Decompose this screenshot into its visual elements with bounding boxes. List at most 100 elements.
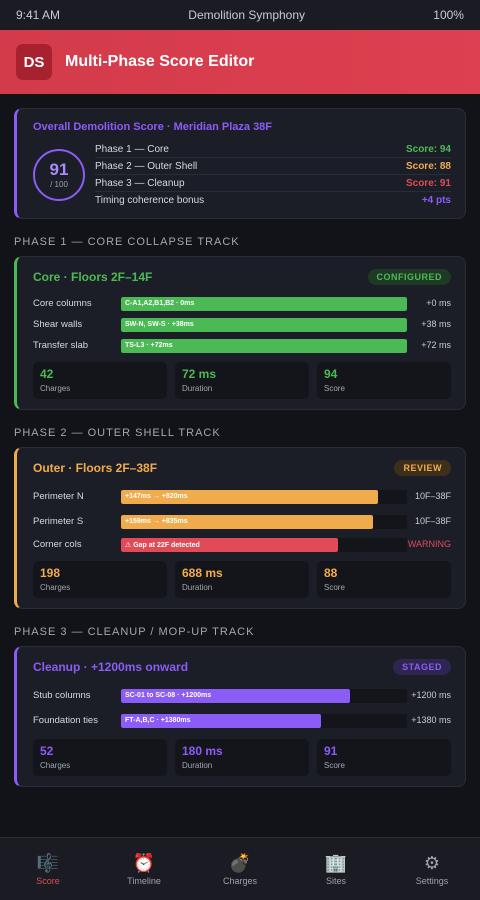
overall-breakdown-row: Timing coherence bonus +4 pts [95, 192, 451, 209]
track-row[interactable]: Perimeter N +147ms → +820ms 10F–38F [33, 484, 451, 509]
stat-label: Score [324, 583, 345, 592]
stat-value: 94 [324, 367, 338, 381]
track-bar-fill: TS-L3 · +72ms [121, 338, 407, 353]
track-label: Shear walls [33, 319, 83, 330]
phase-section-label: PHASE 2 — OUTER SHELL TRACK [14, 427, 221, 439]
track-bar[interactable]: SW-N, SW-S · +38ms [121, 317, 407, 332]
breakdown-value: Score: 91 [405, 177, 451, 189]
track-bar-fill: FT-A,B,C · +1380ms [121, 713, 322, 728]
track-bar-fill: ⚠ Gap at 22F detected [121, 537, 339, 552]
status-time: 9:41 AM [16, 8, 61, 22]
track-bar[interactable]: SC-01 to SC-08 · +1200ms [121, 688, 407, 703]
stat-tile: 72 ms Duration [175, 362, 309, 399]
breakdown-value: Score: 94 [405, 143, 451, 155]
phase-card-header: Cleanup · +1200ms onward STAGED [33, 659, 451, 675]
track-bar[interactable]: ⚠ Gap at 22F detected [121, 537, 407, 552]
track-offset: +0 ms [426, 298, 451, 308]
stat-tile: 42 Charges [33, 362, 167, 399]
stat-label: Score [324, 384, 345, 393]
stat-label: Charges [40, 384, 71, 393]
track-row[interactable]: Foundation ties FT-A,B,C · +1380ms +1380 m… [33, 708, 451, 733]
app-title: Multi-Phase Score Editor [65, 53, 255, 70]
stat-label: Charges [40, 583, 71, 592]
stat-value: 88 [324, 566, 338, 580]
track-label: Stub columns [33, 690, 91, 701]
track-bar-fill: SW-N, SW-S · +38ms [121, 317, 407, 332]
stat-label: Duration [182, 384, 213, 393]
track-offset: +1200 ms [411, 690, 451, 700]
bottom-tab-bar: 🎼 Score ⏰ Timeline 💣 Charges 🏢 Sites ⚙ Settings [0, 837, 480, 900]
tab-sites[interactable]: 🏢 Sites [288, 838, 384, 900]
app-logo: DS [16, 44, 52, 80]
track-row[interactable]: Core columns C-A1,A2,B1,B2 · 0ms +0 ms [33, 293, 451, 314]
breakdown-label: Timing coherence bonus [95, 195, 205, 206]
stat-tile: 198 Charges [33, 561, 167, 598]
track-bar[interactable]: TS-L3 · +72ms [121, 338, 407, 353]
track-row[interactable]: Corner cols ⚠ Gap at 22F detected WARNING [33, 534, 451, 555]
status-bar: 9:41 AM Demolition Symphony 100% [0, 0, 480, 30]
tab-settings[interactable]: ⚙ Settings [384, 838, 480, 900]
phase-3-card[interactable]: Cleanup · +1200ms onward STAGED Stub colum… [14, 646, 466, 787]
track-offset: WARNING [407, 539, 451, 549]
track-offset: +72 ms [421, 340, 451, 350]
stat-value: 91 [324, 744, 338, 758]
track-label: Transfer slab [33, 340, 89, 351]
phase-title: Core · Floors 2F–14F [33, 270, 153, 284]
track-bar[interactable]: +159ms → +835ms [121, 514, 407, 529]
tab-label: Sites [325, 875, 346, 886]
score-icon: 🎼 [36, 852, 60, 873]
phase-section-label: PHASE 1 — CORE COLLAPSE TRACK [14, 236, 240, 248]
tab-label: Timeline [127, 875, 161, 886]
track-label: Core columns [33, 298, 92, 309]
track-bar-fill: SC-01 to SC-08 · +1200ms [121, 688, 350, 703]
tab-label: Charges [222, 875, 258, 886]
track-offset: 10F–38F [414, 516, 451, 526]
charges-icon: 💣 [228, 852, 252, 873]
track-offset: +1380 ms [411, 715, 451, 725]
stat-tile: 91 Score [317, 739, 451, 776]
stat-tile: 52 Charges [33, 739, 167, 776]
track-row[interactable]: Perimeter S +159ms → +835ms 10F–38F [33, 509, 451, 534]
breakdown-label: Phase 3 — Cleanup [95, 177, 185, 189]
phase-list: PHASE 1 — CORE COLLAPSE TRACK Core · Floo… [14, 236, 466, 787]
stat-value: 688 ms [182, 566, 223, 580]
track-bar-fill: C-A1,A2,B1,B2 · 0ms [121, 296, 407, 311]
overall-breakdown-row: Phase 2 — Outer Shell Score: 88 [95, 158, 451, 175]
track-label: Perimeter S [33, 516, 84, 527]
overall-score-gauge: 91 / 100 [33, 149, 85, 201]
track-offset: +38 ms [421, 319, 451, 329]
track-bar[interactable]: C-A1,A2,B1,B2 · 0ms [121, 296, 407, 311]
stat-value: 180 ms [182, 744, 223, 758]
settings-icon: ⚙ [423, 852, 441, 873]
overall-score-title: Overall Demolition Score · Meridian Plaz… [33, 121, 273, 133]
phase-title: Cleanup · +1200ms onward [33, 660, 189, 674]
track-label: Perimeter N [33, 491, 84, 502]
status-battery: 100% [433, 8, 464, 22]
stat-label: Score [324, 761, 345, 770]
breakdown-value: Score: 88 [405, 160, 451, 172]
track-row[interactable]: Transfer slab TS-L3 · +72ms +72 ms [33, 335, 451, 356]
track-row[interactable]: Shear walls SW-N, SW-S · +38ms +38 ms [33, 314, 451, 335]
phase-title: Outer · Floors 2F–38F [33, 461, 158, 475]
tab-charges[interactable]: 💣 Charges [192, 838, 288, 900]
tab-timeline[interactable]: ⏰ Timeline [96, 838, 192, 900]
stat-value: 42 [40, 367, 54, 381]
track-bar[interactable]: FT-A,B,C · +1380ms [121, 713, 407, 728]
overall-score-card[interactable]: Overall Demolition Score · Meridian Plaz… [14, 108, 466, 219]
overall-score-max: / 100 [50, 180, 68, 189]
phase-1-card[interactable]: Core · Floors 2F–14F CONFIGURED Core colum… [14, 256, 466, 410]
track-bar[interactable]: +147ms → +820ms [121, 489, 407, 504]
overall-breakdown-row: Phase 1 — Core Score: 94 [95, 141, 451, 158]
phase-section-label: PHASE 3 — CLEANUP / MOP-UP TRACK [14, 626, 255, 638]
phase-2-card[interactable]: Outer · Floors 2F–38F REVIEW Perimeter N +1… [14, 447, 466, 609]
phase-status-badge: STAGED [393, 659, 451, 675]
phase-card-header: Outer · Floors 2F–38F REVIEW [33, 460, 451, 476]
stat-tile: 88 Score [317, 561, 451, 598]
app-header: DS Multi-Phase Score Editor [0, 30, 480, 94]
phase-stats: 52 Charges 180 ms Duration 91 Score [33, 739, 451, 776]
stat-label: Charges [40, 761, 71, 770]
track-row[interactable]: Stub columns SC-01 to SC-08 · +1200ms +120… [33, 683, 451, 708]
tab-score[interactable]: 🎼 Score [0, 838, 96, 900]
overall-breakdown-row: Phase 3 — Cleanup Score: 91 [95, 175, 451, 192]
phase-stats: 42 Charges 72 ms Duration 94 Score [33, 362, 451, 399]
